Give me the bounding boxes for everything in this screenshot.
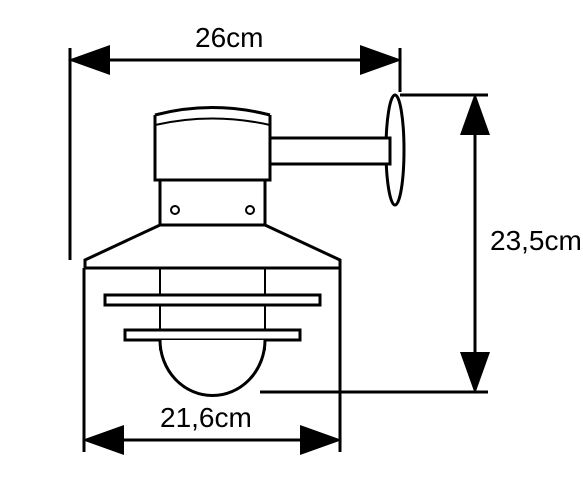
dim-label-top: 26cm [195,22,263,54]
lamp-drawing [85,95,404,396]
dim-label-right: 23,5cm [490,225,582,257]
dim-label-bottom: 21,6cm [160,402,252,434]
